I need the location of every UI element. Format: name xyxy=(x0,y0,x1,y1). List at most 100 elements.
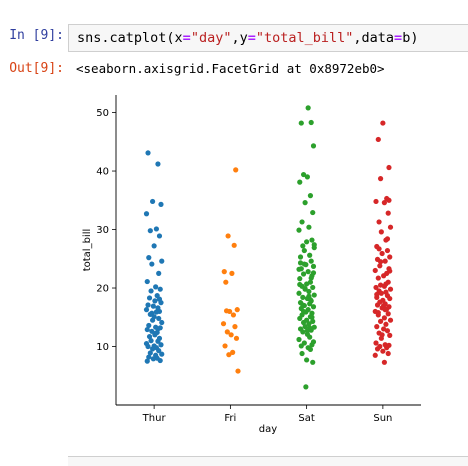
data-point xyxy=(156,315,162,322)
data-point xyxy=(159,258,165,264)
code-token: ,y xyxy=(231,30,248,46)
data-point xyxy=(310,318,316,324)
data-point xyxy=(156,270,162,276)
data-point xyxy=(296,227,302,233)
y-tick-label: 50 xyxy=(96,108,109,119)
data-point xyxy=(151,243,157,249)
data-point xyxy=(150,346,156,352)
data-point xyxy=(148,288,154,294)
data-point xyxy=(309,342,315,348)
data-point xyxy=(381,315,387,321)
data-point xyxy=(374,324,380,330)
data-point xyxy=(152,331,158,337)
data-point xyxy=(300,171,307,178)
data-point xyxy=(308,119,314,126)
chart-points xyxy=(143,105,394,390)
input-prompt: In [9]: xyxy=(9,28,64,43)
data-point xyxy=(299,219,305,225)
code-token: "day" xyxy=(190,30,232,46)
data-point xyxy=(143,307,150,313)
data-point xyxy=(304,281,310,287)
y-tick-label: 10 xyxy=(96,342,109,353)
data-point xyxy=(157,286,163,292)
data-point xyxy=(302,200,308,206)
data-point xyxy=(157,357,163,364)
y-axis-label: total_bill xyxy=(82,229,93,272)
data-point xyxy=(223,279,229,285)
data-point xyxy=(385,311,391,317)
data-point xyxy=(381,302,387,309)
data-point xyxy=(296,336,302,343)
data-point xyxy=(377,259,384,265)
data-point xyxy=(144,358,150,364)
data-point xyxy=(376,246,382,252)
data-point xyxy=(384,328,391,334)
data-point xyxy=(297,276,303,282)
code-token: sns.catplot(x xyxy=(77,30,183,46)
data-point xyxy=(307,252,313,258)
data-point xyxy=(386,197,392,203)
data-point xyxy=(387,268,393,274)
data-point xyxy=(311,292,317,298)
data-point xyxy=(300,329,306,335)
data-point xyxy=(146,295,153,301)
x-tick-label: Sun xyxy=(373,413,392,424)
data-point xyxy=(230,312,237,318)
code-input-cell[interactable]: sns.catplot(x="day",y="total_bill",data=… xyxy=(68,24,468,52)
data-point xyxy=(385,350,391,357)
data-point xyxy=(297,315,303,322)
data-point xyxy=(300,294,306,300)
data-point xyxy=(387,332,393,338)
data-point xyxy=(383,281,389,287)
next-cell[interactable] xyxy=(68,456,468,466)
data-point xyxy=(230,349,236,355)
x-tick-label: Thur xyxy=(142,413,167,424)
data-point xyxy=(310,284,316,291)
data-point xyxy=(387,254,393,260)
data-point xyxy=(220,321,227,327)
data-point xyxy=(143,211,150,217)
data-point xyxy=(226,352,232,358)
data-point xyxy=(381,359,387,365)
data-point xyxy=(148,338,154,344)
data-point xyxy=(298,120,304,126)
data-point xyxy=(300,302,306,308)
data-point xyxy=(297,179,303,185)
data-point xyxy=(377,263,383,269)
x-axis-label: day xyxy=(259,424,277,435)
data-point xyxy=(304,328,310,334)
data-point xyxy=(384,236,391,242)
data-point xyxy=(158,201,164,207)
data-point xyxy=(384,247,391,254)
data-point xyxy=(296,266,302,272)
data-point xyxy=(144,278,150,285)
data-point xyxy=(229,270,235,276)
data-point xyxy=(305,269,311,275)
data-point xyxy=(378,290,384,296)
data-point xyxy=(145,343,151,350)
data-point xyxy=(307,297,314,303)
data-point xyxy=(146,333,153,340)
data-point xyxy=(228,332,234,338)
data-point xyxy=(382,258,388,264)
data-point xyxy=(310,263,317,269)
data-point xyxy=(304,357,310,363)
code-token: = xyxy=(247,30,256,46)
data-point xyxy=(373,284,379,291)
data-point xyxy=(306,224,312,230)
data-point xyxy=(307,301,313,307)
data-point xyxy=(149,310,155,316)
data-point xyxy=(300,271,307,277)
data-point xyxy=(307,346,314,353)
y-tick-label: 30 xyxy=(96,225,109,236)
data-point xyxy=(377,176,384,182)
data-point xyxy=(374,302,381,308)
data-point xyxy=(224,329,230,335)
y-ticks: 10 20 30 40 50 xyxy=(96,108,116,353)
data-point xyxy=(150,303,156,309)
data-point xyxy=(296,290,302,296)
data-point xyxy=(146,354,152,360)
code-token: = xyxy=(394,30,403,46)
code-token: "total_bill" xyxy=(255,30,354,46)
